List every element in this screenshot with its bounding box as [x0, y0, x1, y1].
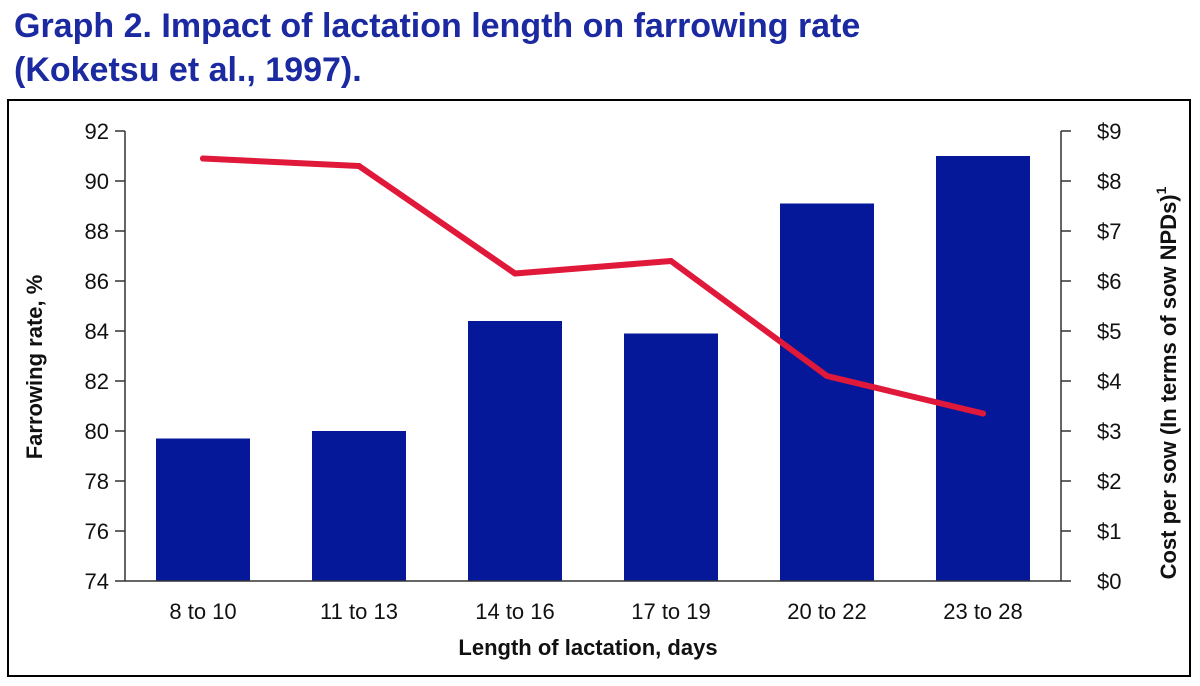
chart-title-line-2: (Koketsu et al., 1997).: [14, 51, 362, 89]
bar: [312, 431, 406, 581]
cost-point: [356, 163, 362, 169]
y2-tick-label: $3: [1097, 419, 1121, 444]
bar: [936, 156, 1030, 581]
y-tick-label: 90: [85, 169, 109, 194]
y-tick-label: 92: [85, 119, 109, 144]
y-tick-label: 84: [85, 319, 109, 344]
chart-title-line-1: Graph 2. Impact of lactation length on f…: [14, 7, 861, 45]
y2-axis-title-text: Cost per sow (In terms of sow NPDs): [1156, 194, 1181, 579]
y2-axis-title-superscript: 1: [1153, 186, 1169, 194]
y-tick-label: 82: [85, 369, 109, 394]
y2-tick-label: $9: [1097, 119, 1121, 144]
y2-tick-label: $6: [1097, 269, 1121, 294]
cost-line: [200, 155, 986, 417]
y2-tick-label: $5: [1097, 319, 1121, 344]
x-tick-label: 20 to 22: [787, 599, 867, 624]
cost-point: [512, 270, 518, 277]
bar: [624, 333, 718, 581]
x-tick-label: 11 to 13: [320, 599, 398, 624]
y-tick-label: 80: [85, 419, 109, 444]
y2-tick-label: $7: [1097, 219, 1121, 244]
cost-point: [980, 410, 986, 417]
y2-axis-title: Cost per sow (In terms of sow NPDs)1: [1153, 186, 1181, 579]
y2-tick-label: $4: [1097, 369, 1121, 394]
x-tick-label: 8 to 10: [169, 599, 236, 624]
y-tick-label: 78: [85, 469, 109, 494]
chart-svg: 74 76 78 80 82 84 86 88 90 92 $0 $1 $2 $3 $4 $5 $6 $7 $8 $9…: [22, 119, 1181, 660]
axes-layer: [115, 130, 1071, 582]
chart-title: Graph 2. Impact of lactation length on f…: [14, 4, 1184, 92]
bars-layer: [156, 156, 1030, 581]
y-tick-label: 76: [85, 519, 109, 544]
x-axis-title: Length of lactation, days: [458, 635, 717, 660]
cost-point: [200, 155, 206, 162]
y2-tick-label: $2: [1097, 469, 1121, 494]
cost-line-layer: [200, 155, 986, 417]
y2-tick-label: $1: [1097, 519, 1121, 544]
y-tick-label: 88: [85, 219, 109, 244]
x-tick-label: 14 to 16: [475, 599, 555, 624]
x-tick-label: 23 to 28: [943, 599, 1023, 624]
chart-frame: 74 76 78 80 82 84 86 88 90 92 $0 $1 $2 $3 $4 $5 $6 $7 $8 $9…: [7, 99, 1191, 677]
bar: [156, 438, 250, 581]
bar: [468, 321, 562, 581]
y2-tick-label: $8: [1097, 169, 1121, 194]
y2-tick-label: $0: [1097, 569, 1121, 594]
cost-point: [824, 373, 830, 379]
bar: [780, 203, 874, 581]
ticks-layer: 74 76 78 80 82 84 86 88 90 92 $0 $1 $2 $3 $4 $5 $6 $7 $8 $9…: [85, 119, 1122, 624]
cost-point: [668, 258, 674, 264]
x-tick-label: 17 to 19: [631, 599, 711, 624]
y-tick-label: 74: [85, 569, 109, 594]
y-tick-label: 86: [85, 269, 109, 294]
y-axis-title: Farrowing rate, %: [22, 275, 47, 460]
